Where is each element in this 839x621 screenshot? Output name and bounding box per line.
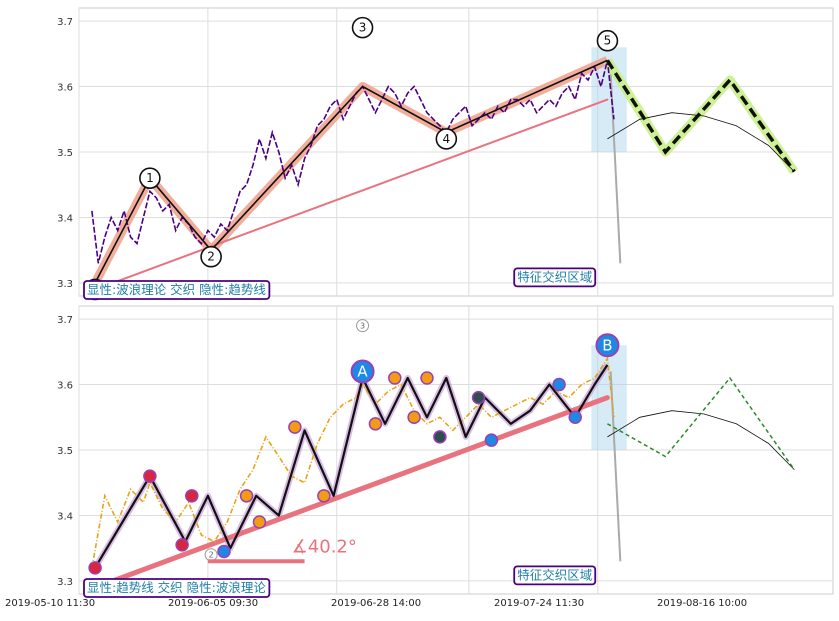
- wave-marker: [185, 489, 199, 503]
- price-line: [91, 60, 615, 264]
- y-tick-label: 3.3: [57, 279, 73, 290]
- wave-marker: [88, 561, 102, 575]
- forecast-arc: [607, 112, 795, 172]
- wave-label-circle: [595, 333, 620, 358]
- y-tick-label: 3.7: [57, 17, 73, 28]
- legend-frame: [83, 578, 271, 598]
- region-pointer: [609, 73, 622, 264]
- wave-marker: [388, 371, 402, 385]
- x-tick-label: 2019-07-24 11:30: [494, 598, 585, 609]
- wave-marker: [420, 371, 434, 385]
- wave-marker: [252, 515, 267, 529]
- x-tick-label: 2019-06-28 14:00: [331, 598, 422, 609]
- y-tick-label: 3.4: [57, 213, 73, 224]
- wave-marker: [317, 489, 331, 503]
- wave-marker: [368, 417, 383, 431]
- wave-marker: [471, 390, 486, 405]
- wave-label: 1: [146, 171, 154, 185]
- wave-marker: [433, 430, 447, 444]
- y-tick-label: 3.3: [57, 577, 73, 588]
- trend-line: [92, 395, 610, 590]
- wave-label: 2: [207, 250, 215, 264]
- wave-line: [94, 364, 609, 569]
- y-tick-label: 3.7: [57, 315, 73, 326]
- wave-label: 2: [209, 551, 214, 560]
- region-label: 特征交织区域: [517, 269, 592, 284]
- x-axis-labels: 2019-05-10 11:30 2019-06-05 09:30 2019-0…: [0, 598, 839, 614]
- legend-box: 显性:趋势线 交织 隐性:波浪理论: [83, 578, 271, 598]
- wave-line: [94, 59, 608, 284]
- forecast-line: [607, 376, 795, 471]
- wave-label-circle: [139, 167, 161, 189]
- wave-label-circle: [350, 359, 375, 384]
- region-label: 特征交织区域: [517, 567, 592, 582]
- wave-label: 3: [360, 322, 365, 331]
- region-label-frame: [513, 267, 597, 288]
- region-label-box: 特征交织区域: [513, 267, 597, 288]
- wave-label: 5: [604, 34, 612, 48]
- forecast-line: [605, 59, 796, 173]
- y-tick-label: 3.4: [57, 511, 73, 522]
- forecast-arc: [607, 410, 795, 470]
- x-tick-label: 2019-06-05 09:30: [168, 598, 259, 609]
- legend-text: 显性:趋势线 交织 隐性:波浪理论: [87, 580, 266, 595]
- wave-marker: [175, 538, 189, 552]
- legend-frame: [83, 280, 271, 300]
- x-tick-label: 2019-08-16 10:00: [657, 598, 748, 609]
- bottom-panel: 3.3 3.4 3.5 3.6 3.7 3 A B 2 ∡40.2° 显性:趋势线 交织 隐性:波浪…: [57, 305, 834, 598]
- wave-marker: [217, 544, 231, 559]
- legend-text: 显性:波浪理论 交织 隐性:趋势线: [87, 282, 266, 297]
- wave-label-circle: [356, 319, 370, 333]
- legend-box: 显性:波浪理论 交织 隐性:趋势线: [83, 280, 271, 300]
- wave-marker: [239, 489, 254, 503]
- region-label-frame: [513, 565, 597, 586]
- wave-marker: [288, 420, 302, 434]
- wave-label: A: [357, 362, 368, 380]
- wave-label-circle: [435, 128, 458, 150]
- angle-label: ∡40.2°: [292, 537, 357, 558]
- top-panel: 3.33.43.53.63.7012345显性:波浪理论 交织 隐性:趋势线特征…: [57, 7, 834, 301]
- wave-label-circle: [200, 245, 222, 268]
- region-label-box: 特征交织区域: [513, 565, 597, 586]
- y-tick-label: 3.5: [57, 446, 73, 457]
- wave-marker: [484, 433, 499, 447]
- wave-marker: [407, 410, 421, 425]
- wave-marker: [143, 469, 157, 483]
- wave-marker: [568, 410, 582, 425]
- y-tick-label: 3.6: [57, 381, 73, 392]
- wave-label: 4: [443, 132, 451, 146]
- wave-marker: [552, 377, 566, 392]
- wave-label: 3: [359, 21, 367, 35]
- wave-label-circle: [351, 16, 374, 39]
- y-tick-label: 3.5: [57, 148, 73, 159]
- x-tick-label: 2019-05-10 11:30: [5, 598, 96, 609]
- wave-label: B: [602, 336, 612, 354]
- trend-line: [94, 98, 609, 291]
- wave-label-circle: [596, 29, 619, 52]
- y-tick-label: 3.6: [57, 83, 73, 94]
